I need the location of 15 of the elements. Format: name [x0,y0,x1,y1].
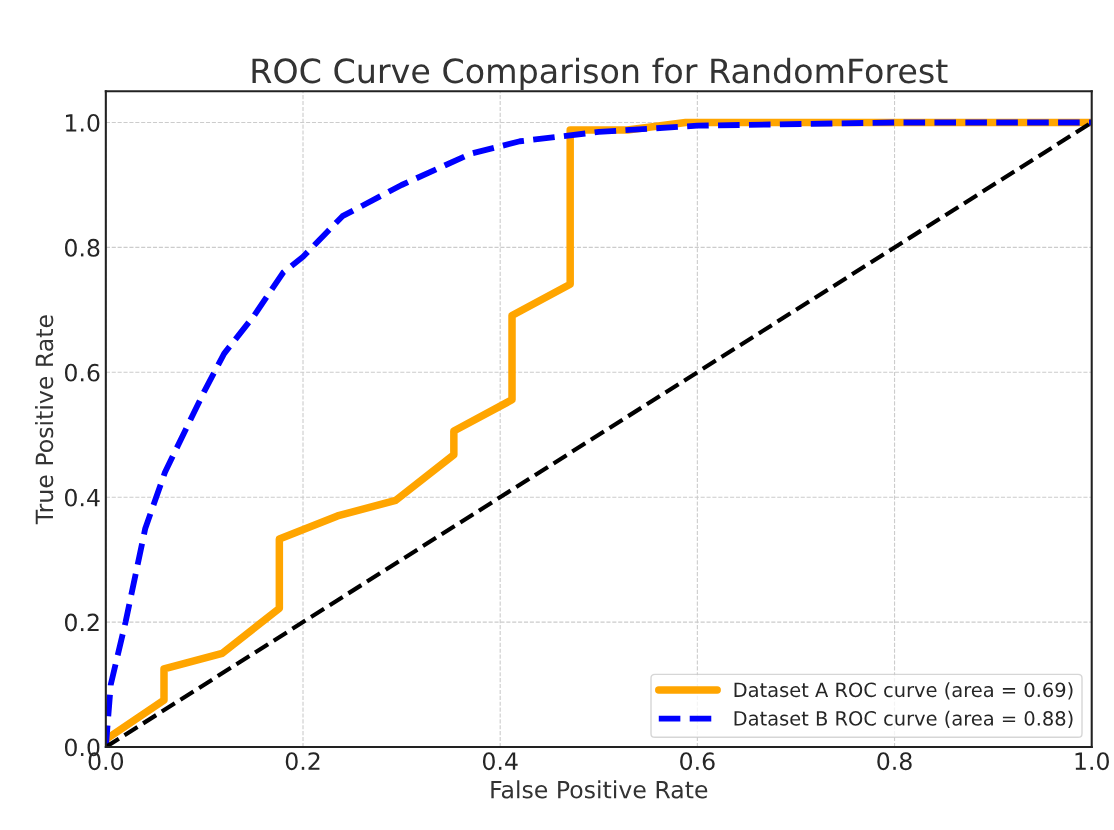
x-tick-label: 0.8 [877,752,912,771]
y-tick-label: 0.8 [64,238,100,257]
y-tick-label: 0.4 [64,488,100,507]
y-tick-label: 0.6 [64,363,100,382]
y-tick-label: 1.0 [66,113,100,132]
legend-label: Dataset B ROC curve (area = 0.88) [734,710,1073,729]
x-axis-title: False Positive Rate [491,780,708,799]
chart-title: ROC Curve Comparison for RandomForest [252,57,948,90]
legend-label: Dataset A ROC curve (area = 0.69) [734,682,1073,700]
x-tick-label: 1.0 [1075,752,1109,771]
x-tick-label: 0.6 [680,752,715,771]
x-tick-label: 0.4 [482,752,518,771]
x-tick-label: 0.2 [285,752,320,771]
y-axis-title: True Positive Rate [35,315,54,525]
y-tick-label: 0.2 [64,613,99,632]
